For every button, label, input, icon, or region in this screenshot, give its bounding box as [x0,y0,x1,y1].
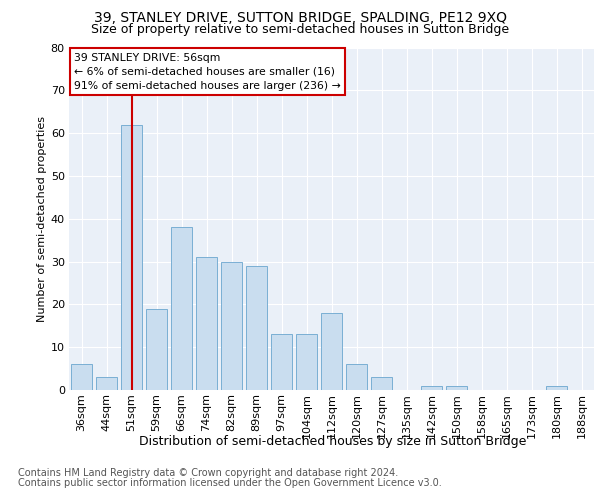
Bar [346,364,367,390]
Bar [196,258,217,390]
Text: Size of property relative to semi-detached houses in Sutton Bridge: Size of property relative to semi-detach… [91,22,509,36]
Bar [546,386,567,390]
Text: Distribution of semi-detached houses by size in Sutton Bridge: Distribution of semi-detached houses by … [139,435,527,448]
Bar [271,334,292,390]
Text: 39 STANLEY DRIVE: 56sqm
← 6% of semi-detached houses are smaller (16)
91% of sem: 39 STANLEY DRIVE: 56sqm ← 6% of semi-det… [74,52,341,90]
Bar [221,262,242,390]
Bar [96,377,117,390]
Bar [121,124,142,390]
Bar [246,266,267,390]
Bar [146,308,167,390]
Bar [71,364,92,390]
Bar [171,228,192,390]
Text: Contains HM Land Registry data © Crown copyright and database right 2024.: Contains HM Land Registry data © Crown c… [18,468,398,477]
Bar [371,377,392,390]
Text: 39, STANLEY DRIVE, SUTTON BRIDGE, SPALDING, PE12 9XQ: 39, STANLEY DRIVE, SUTTON BRIDGE, SPALDI… [94,11,506,25]
Text: Contains public sector information licensed under the Open Government Licence v3: Contains public sector information licen… [18,478,442,488]
Y-axis label: Number of semi-detached properties: Number of semi-detached properties [37,116,47,322]
Bar [446,386,467,390]
Bar [321,313,342,390]
Bar [421,386,442,390]
Bar [296,334,317,390]
